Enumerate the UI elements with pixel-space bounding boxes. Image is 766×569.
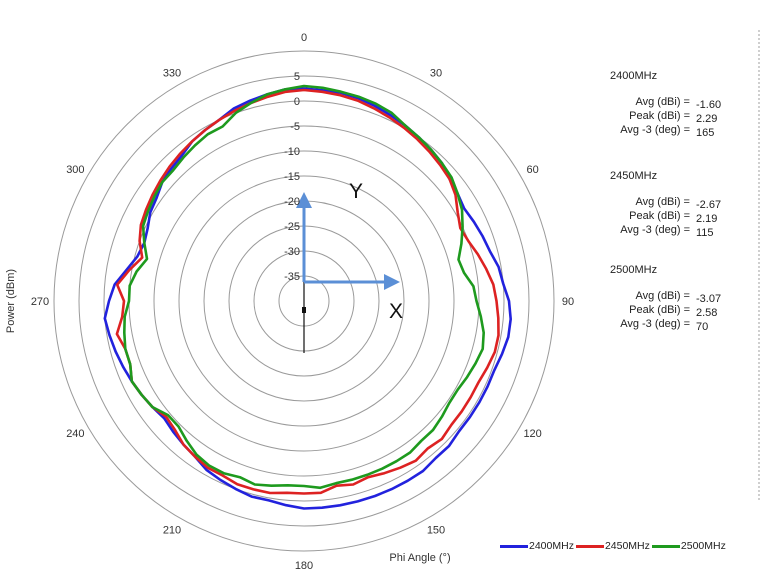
stats-value: 2.29 [696,113,718,125]
x-axis-label: X [389,300,403,323]
angular-axis-title: Phi Angle (°) [389,552,450,564]
radial-axis-title: Power (dBm) [5,269,17,333]
stats-value: 2.19 [696,213,718,225]
angular-tick-label: 270 [31,296,49,308]
radial-tick-label: 0 [294,96,300,108]
stats-block-2500MHz: 2500MHz Avg (dBi) = -3.07 Peak (dBi) = 2.58 A… [600,264,760,349]
stats-value: 2.58 [696,307,718,319]
radial-tick-label: -10 [284,146,300,158]
series-line-2400MHz [103,87,513,510]
legend-item-2400MHz: 2400MHz [500,540,574,552]
grid-ring-outer [53,50,555,552]
angular-tick-label: 330 [163,67,181,79]
radial-tick-label: -35 [284,271,300,283]
stats-label: Peak (dBi) = [629,210,690,222]
stats-value: -3.07 [696,293,722,305]
radial-tick-label: 5 [294,71,300,83]
stats-label: Avg (dBi) = [635,96,690,108]
series-layer [103,84,513,510]
stats-value: 165 [696,127,715,139]
legend-label: 2450MHz [604,540,650,552]
legend-swatch [575,544,604,548]
stats-label: Avg -3 (deg) = [620,318,690,330]
stats-value: -1.60 [696,99,722,111]
stats-block-2450MHz: 2450MHz Avg (dBi) = -2.67 Peak (dBi) = 2.19 A… [600,170,760,255]
stats-label: Avg -3 (deg) = [620,224,690,236]
stats-label: Avg (dBi) = [635,290,690,302]
radial-tick-label: -25 [284,221,300,233]
stats-title: 2450MHz [610,170,658,182]
angular-tick-label: 210 [163,525,181,537]
stats-value: 115 [696,227,714,239]
series-line-2450MHz [115,88,500,495]
y-arrow-head [296,192,312,208]
stats-title: 2500MHz [610,264,658,276]
angular-tick-label: 180 [295,560,313,569]
radial-tick-label: -20 [284,196,300,208]
axis-arrows: YX [296,180,403,323]
page-edge-strip [758,30,764,500]
angular-tick-label: 240 [66,428,84,440]
legend: 2400MHz 2450MHz 2500MHz [500,537,728,555]
angular-tick-label: 300 [66,164,84,176]
stats-label: Avg -3 (deg) = [620,124,690,136]
grid-ring [178,175,430,427]
chart-labels: 5 0 -5 -10 -15 -20 -25 -30 -35 0 30 60 90 120 150 180 21… [5,32,574,569]
legend-item-2450MHz: 2450MHz [575,540,650,552]
stats-label: Peak (dBi) = [629,304,690,316]
stats-label: Avg (dBi) = [635,196,690,208]
grid-ring [103,100,505,502]
series-line-2500MHz [123,84,486,490]
grid-ring [153,150,455,452]
stats-block-2400MHz: 2400MHz Avg (dBi) = -1.60 Peak (dBi) = 2.29 A… [600,70,760,155]
radial-tick-label: -5 [290,121,300,133]
legend-swatch [651,544,680,548]
angular-tick-label: 30 [430,67,442,79]
legend-swatch [500,544,528,548]
radial-tick-label: -30 [284,246,300,258]
legend-label: 2500MHz [680,540,726,552]
x-arrow-head [384,274,400,290]
angular-tick-label: 120 [523,428,541,440]
stats-title: 2400MHz [610,70,658,82]
legend-label: 2400MHz [529,540,574,552]
stats-value: 70 [696,321,709,333]
stats-value: -2.67 [696,199,722,211]
angular-tick-label: 90 [562,296,574,308]
angular-tick-label: 0 [301,32,307,44]
radial-axis-marker [302,307,306,313]
y-axis-label: Y [349,180,363,203]
angular-tick-label: 150 [427,525,445,537]
angular-tick-label: 60 [527,164,539,176]
grid-ring [78,75,530,527]
radial-tick-label: -15 [284,171,300,183]
stats-label: Peak (dBi) = [629,110,690,122]
legend-item-2500MHz: 2500MHz [651,540,726,552]
